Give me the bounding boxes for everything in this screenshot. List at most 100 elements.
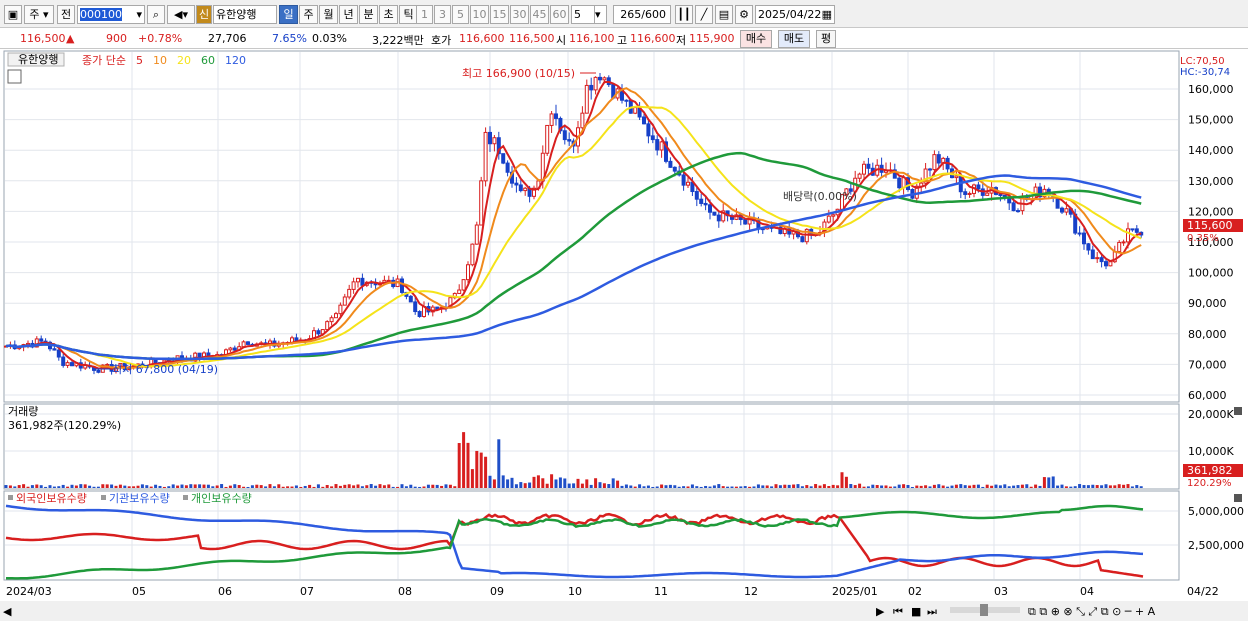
layout-icon[interactable]: ▣ [4, 5, 22, 24]
candle-body [518, 184, 523, 192]
candle-body [1117, 241, 1122, 252]
candle-body [580, 112, 585, 129]
interval-input[interactable]: 5 ▾ [571, 5, 607, 24]
chart-area[interactable]: 2024/03 05 06 07 08 09 10 11 12 2025/01 02 03 04 04/2… [0, 49, 1248, 621]
count-field[interactable]: 265/600 [613, 5, 671, 24]
interval-button-60[interactable]: 60 [550, 5, 569, 24]
tab-period-4[interactable]: 분 [359, 5, 378, 24]
period-mode-button[interactable]: 전 [57, 5, 75, 24]
volume-bar [629, 485, 633, 488]
volume-bar [840, 472, 844, 488]
volume-bar [167, 486, 171, 488]
tab-period-1[interactable]: 주 [299, 5, 318, 24]
candle-body [584, 84, 589, 114]
volume-bar [435, 484, 439, 488]
rewind-icon[interactable]: ⏮ [893, 605, 903, 618]
close-volume-panel-icon[interactable] [1234, 407, 1242, 415]
tab-period-5[interactable]: 초 [379, 5, 398, 24]
volume-bar [114, 485, 118, 488]
candle-body [483, 131, 488, 182]
candle-body [967, 192, 972, 195]
holder-legend-item: 개인보유수량 [191, 492, 252, 505]
forward-icon[interactable]: ⏭ [927, 605, 937, 618]
interval-button-1[interactable]: 1 [416, 5, 433, 24]
holder-panel[interactable] [3, 490, 1180, 581]
speaker-icon[interactable]: ◀▾ [167, 5, 195, 24]
volume-y-tick: 10,000K [1188, 445, 1234, 458]
volume-bar [418, 486, 422, 488]
market-label: 주 [29, 8, 40, 21]
stop-icon[interactable]: ■ [911, 605, 921, 618]
interval-button-10[interactable]: 10 [470, 5, 489, 24]
close-holder-panel-icon[interactable] [1234, 494, 1242, 502]
stock-name-field[interactable]: 유한양행 [213, 5, 277, 24]
gear-icon[interactable]: ⚙ [735, 5, 753, 24]
period-mode-label: 전 [60, 8, 72, 21]
tab-period-2[interactable]: 월 [319, 5, 338, 24]
volume-bar [484, 456, 488, 488]
scroll-left-icon[interactable]: ◀ [3, 605, 12, 618]
volume-bar [602, 483, 606, 488]
volume-bar [510, 477, 514, 488]
draw-tool-icon[interactable]: ╱ [695, 5, 713, 24]
volume-bar [1117, 484, 1121, 488]
candle-body [342, 296, 347, 306]
buy-button[interactable]: 매수 [740, 30, 772, 48]
eval-button[interactable]: 평 [816, 30, 836, 48]
tab-period-6[interactable]: 틱 [399, 5, 418, 24]
sell-button[interactable]: 매도 [778, 30, 810, 48]
date-field[interactable]: 2025/04/22 ▦ [755, 5, 835, 24]
candle-body [655, 139, 660, 151]
volume-bar [594, 478, 598, 488]
market-select[interactable]: 주 ▾ [24, 5, 54, 24]
candle-body [246, 341, 250, 345]
volume-bar [26, 486, 30, 488]
scrollbar[interactable] [0, 601, 1248, 621]
volume-bar [237, 485, 241, 488]
ask-price: 116,600 [459, 32, 505, 45]
volume-bar [171, 484, 175, 488]
holder-legend: 외국인보유수량 기관보유수량 개인보유수량 [8, 492, 252, 505]
volume-bar [132, 486, 136, 488]
table-toggle-icon[interactable] [7, 69, 22, 84]
volume-bar [924, 485, 928, 488]
candle-icon[interactable]: ┃┃ [675, 5, 693, 24]
zoom-slider-handle[interactable] [980, 604, 988, 616]
volume-bar [246, 486, 250, 488]
volume-bar [264, 486, 268, 488]
tab-period-0[interactable]: 일 [279, 5, 298, 24]
volume-bar [118, 484, 122, 488]
interval-button-3[interactable]: 3 [434, 5, 451, 24]
search-icon[interactable]: ⌕ [147, 5, 165, 24]
volume-bar [814, 484, 818, 488]
candle-body [954, 175, 959, 179]
volume-bar [739, 486, 743, 488]
volume-bar [488, 475, 492, 488]
interval-button-5[interactable]: 5 [452, 5, 469, 24]
ma-legend-item: 120 [225, 54, 246, 67]
tab-period-3[interactable]: 년 [339, 5, 358, 24]
save-icon[interactable]: ▤ [715, 5, 733, 24]
candle-body [646, 123, 651, 137]
interval-button-15[interactable]: 15 [490, 5, 509, 24]
volume-bar [198, 484, 202, 488]
high-price: 116,600 [630, 32, 676, 45]
x-tick-label: 2025/01 [832, 585, 878, 598]
code-input[interactable]: 000100 ▾ [77, 5, 145, 24]
volume-bar [809, 486, 813, 488]
price-panel[interactable] [3, 50, 1180, 403]
volume-bar [184, 485, 188, 488]
tool-icons[interactable]: ⧉ ⧉ ⊕ ⊗ ⤡ ⤢ ⧉ ⊙ ─ + A [1028, 605, 1156, 618]
volume-panel[interactable] [3, 403, 1180, 490]
candle-body [466, 264, 470, 281]
scroll-right-icon[interactable]: ▶ [876, 605, 885, 618]
interval-button-30[interactable]: 30 [510, 5, 529, 24]
interval-button-45[interactable]: 45 [530, 5, 549, 24]
volume-bar [796, 484, 800, 488]
stock-title-box[interactable] [7, 52, 65, 67]
volume-bar [57, 486, 61, 488]
new-tag-label: 신 [198, 8, 210, 21]
volume-bar [149, 486, 153, 488]
volume-bar [268, 484, 272, 488]
volume-bar [39, 485, 43, 488]
